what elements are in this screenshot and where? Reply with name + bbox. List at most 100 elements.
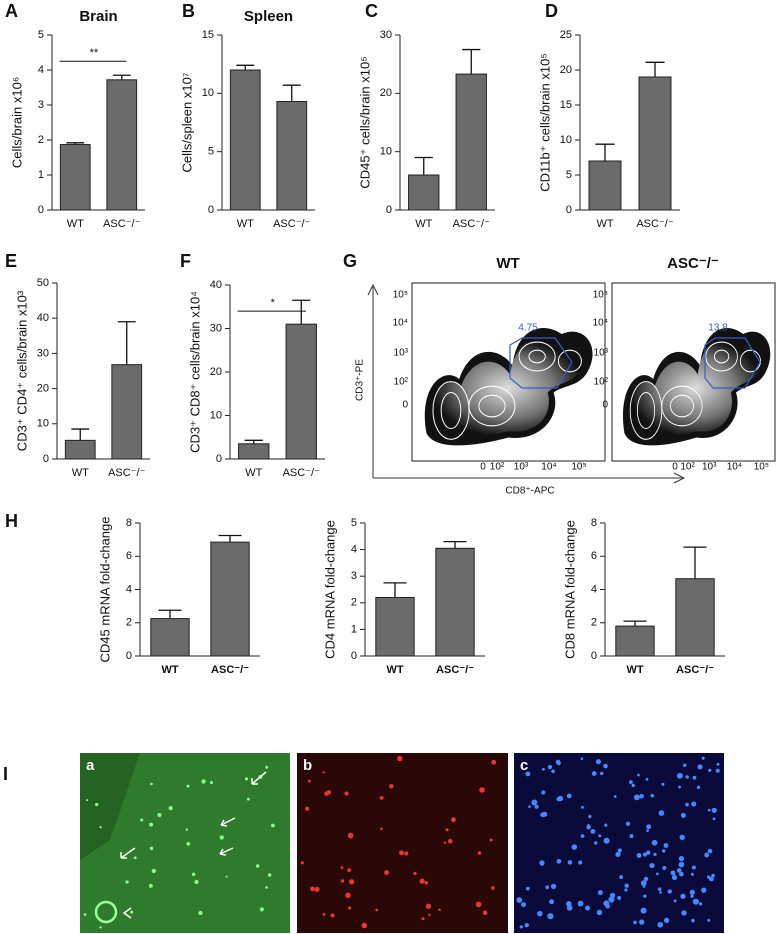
bar [229,69,261,211]
x-tick-label: ASC⁻/⁻ [273,218,310,230]
cell [704,852,710,858]
cell [698,902,703,906]
cell [584,905,591,911]
cell [679,834,685,841]
y-tick-label: 10⁴ [593,318,608,329]
cell [344,791,349,796]
x-tick-label: WT [626,664,643,676]
y-tick-label: 10 [202,87,214,99]
cell [308,779,311,783]
arrow-head [367,283,379,296]
cell [605,903,610,909]
cell [706,875,711,879]
x-tick-label: WT [245,467,262,479]
x-tick-label: 10⁵ [754,462,769,473]
cell [715,768,720,773]
cell [624,883,629,888]
x-tick-label: ASC⁻/⁻ [636,218,673,230]
cell [271,823,275,828]
cell [615,851,621,858]
cell [591,771,597,776]
cell [690,894,694,898]
y-tick-label: 2 [38,134,44,146]
y-tick-label: 6 [126,550,132,562]
x-tick-label: 10² [680,462,695,473]
cell [671,874,678,881]
bar [111,364,143,460]
cell [691,801,697,807]
cell [676,868,682,873]
cell [438,908,441,912]
panel-label: I [3,764,8,784]
y-tick-label: 5 [38,29,44,41]
y-tick-label: 2 [126,617,132,629]
cell [708,768,712,772]
cell [636,853,642,858]
cell [667,889,672,894]
y-axis-label: CD11b⁺ cells/brain x10⁵ [537,53,552,191]
cell [676,772,683,779]
cell [545,885,550,890]
y-tick-label: 3 [351,570,357,582]
cell [577,900,584,907]
cell [658,810,665,816]
cell [701,756,705,760]
cell [384,870,389,875]
x-tick-label: WT [386,664,403,676]
cell [661,849,666,853]
x-tick-label: WT [67,218,84,230]
bar [106,79,138,211]
cell [603,837,610,844]
image-label: a [86,757,95,774]
cell [596,909,603,916]
plot-title: WT [496,255,519,272]
cell [130,910,134,914]
cell [524,922,529,928]
cell [489,838,493,842]
cell [419,878,425,884]
bar [408,174,440,211]
cell [549,899,555,905]
y-axis-label: CD3⁺-PE [355,359,366,401]
cell [361,922,368,929]
cell [340,866,344,870]
bar [435,547,475,657]
cell [571,844,578,850]
cell [692,775,697,780]
cell [149,846,154,851]
significance-label: * [271,297,276,309]
cell [608,896,615,903]
cell [516,897,523,903]
cell [413,871,417,876]
x-tick-label: ASC⁻/⁻ [283,467,320,479]
cell [244,777,249,781]
y-tick-label: 10 [380,146,392,158]
cell [349,879,355,885]
cell [685,802,689,807]
cell [314,886,320,892]
cell [265,765,269,769]
y-tick-label: 10² [594,377,609,388]
bar [588,160,622,211]
cell [83,913,87,916]
y-tick-label: 30 [210,322,222,334]
cell [656,872,659,876]
y-tick-label: 20 [210,366,222,378]
y-tick-label: 10³ [394,348,409,359]
cell [681,910,687,916]
y-tick-label: 0 [126,650,132,662]
cell [639,793,644,799]
y-tick-label: 8 [591,517,597,529]
y-tick-label: 10⁵ [593,290,608,301]
flow-panel [367,282,776,484]
y-tick-label: 10⁵ [393,290,408,301]
y-tick-label: 20 [380,87,392,99]
cell [490,886,495,890]
cell [689,889,695,896]
y-tick-label: 0 [386,204,392,216]
cell [151,868,156,874]
panel-label: H [5,511,18,531]
y-tick-label: 10 [37,418,49,430]
cell [149,822,154,827]
y-axis-label: Cells/spleen x10⁷ [179,72,194,172]
